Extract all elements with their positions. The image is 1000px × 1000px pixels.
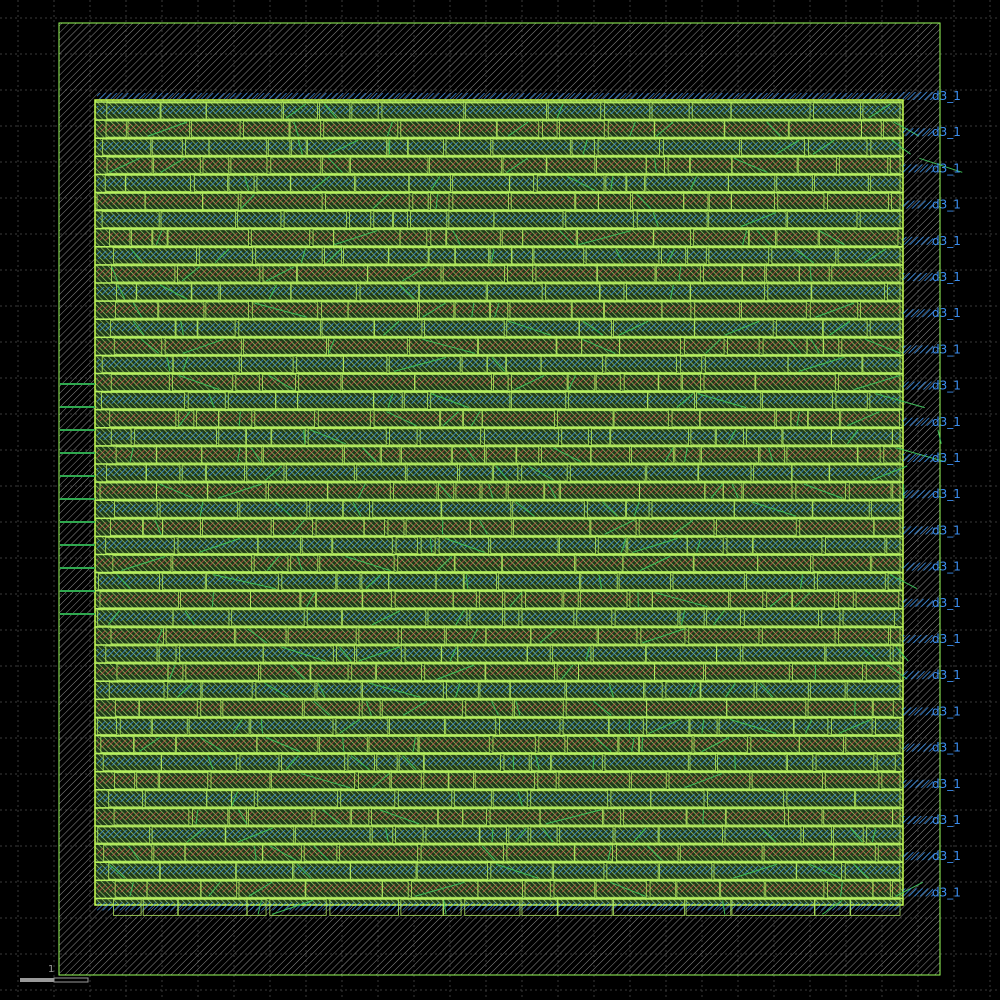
- power-pin: [903, 744, 933, 752]
- power-pin: [903, 201, 933, 209]
- power-pin-label: d3_1: [932, 415, 961, 429]
- power-pin: [903, 273, 933, 281]
- rail-red: [97, 124, 901, 132]
- power-pin-label: d3_1: [932, 777, 961, 791]
- rail-red: [97, 848, 901, 856]
- rail-red: [97, 667, 901, 675]
- power-pin-label: d3_1: [932, 161, 961, 175]
- power-pin-label: d3_1: [932, 741, 961, 755]
- power-pin: [903, 816, 933, 824]
- rail-blue: [97, 613, 901, 621]
- power-pin-label: d3_1: [932, 125, 961, 139]
- rail-blue: [97, 758, 901, 766]
- rail-red: [97, 160, 901, 168]
- power-pin-label: d3_1: [932, 487, 961, 501]
- rail-red: [97, 522, 901, 530]
- rail-red: [97, 197, 901, 205]
- power-pin: [903, 563, 933, 571]
- rail-blue: [97, 794, 901, 802]
- power-pin: [903, 635, 933, 643]
- power-pin: [903, 345, 933, 353]
- power-pin: [903, 92, 933, 100]
- net-segment: [735, 756, 736, 770]
- rail-red: [97, 305, 901, 313]
- rail-red: [97, 341, 901, 349]
- rail-blue: [97, 396, 901, 404]
- power-pin: [903, 671, 933, 679]
- rail-blue: [97, 540, 901, 548]
- rail-blue: [97, 866, 901, 874]
- rail-blue: [97, 902, 901, 910]
- rail-blue: [97, 432, 901, 440]
- power-pin: [903, 526, 933, 534]
- power-pin-label: d3_1: [932, 89, 961, 103]
- power-pin-label: d3_1: [932, 342, 961, 356]
- scale-bar-fill: [20, 978, 54, 982]
- power-pin: [903, 128, 933, 136]
- power-pin-label: d3_1: [932, 885, 961, 899]
- scale-bar-outline: [54, 978, 88, 982]
- top-power-strap: [97, 93, 903, 99]
- rail-red: [97, 559, 901, 567]
- power-pin-label: d3_1: [932, 668, 961, 682]
- rail-red: [97, 631, 901, 639]
- power-pin: [903, 382, 933, 390]
- power-pin: [903, 888, 933, 896]
- scale-bar-label: 1: [48, 964, 54, 975]
- rail-blue: [97, 287, 901, 295]
- rail-red: [97, 740, 901, 748]
- power-pin: [903, 418, 933, 426]
- power-pin-label: d3_1: [932, 234, 961, 248]
- rail-red: [97, 486, 901, 494]
- power-pin-label: d3_1: [932, 813, 961, 827]
- rail-blue: [97, 359, 901, 367]
- power-pin: [903, 309, 933, 317]
- power-pin: [903, 454, 933, 462]
- rail-blue: [97, 323, 901, 331]
- rail-blue: [97, 649, 901, 657]
- power-pin: [903, 852, 933, 860]
- rail-red: [97, 378, 901, 386]
- rail-red: [97, 703, 901, 711]
- rail-blue: [97, 215, 901, 223]
- rail-blue: [97, 830, 901, 838]
- power-pin-label: d3_1: [932, 270, 961, 284]
- rail-blue: [97, 685, 901, 693]
- power-pin-label: d3_1: [932, 451, 961, 465]
- rail-red: [97, 414, 901, 422]
- power-pin: [903, 707, 933, 715]
- power-pin-label: d3_1: [932, 560, 961, 574]
- power-pin: [903, 599, 933, 607]
- power-pin-label: d3_1: [932, 704, 961, 718]
- power-pin: [903, 780, 933, 788]
- net-segment: [642, 738, 643, 752]
- power-pin-label: d3_1: [932, 849, 961, 863]
- rail-blue: [97, 251, 901, 259]
- net-segment: [703, 810, 704, 824]
- rail-blue: [97, 178, 901, 186]
- power-pin-label: d3_1: [932, 632, 961, 646]
- rail-red: [97, 776, 901, 784]
- power-pin-label: d3_1: [932, 198, 961, 212]
- power-pin: [903, 237, 933, 245]
- power-pin-label: d3_1: [932, 379, 961, 393]
- net-segment: [855, 701, 856, 715]
- rail-red: [97, 450, 901, 458]
- rail-red: [97, 269, 901, 277]
- rail-blue: [97, 721, 901, 729]
- power-pin-label: d3_1: [932, 596, 961, 610]
- rail-red: [97, 233, 901, 241]
- power-pin-label: d3_1: [932, 523, 961, 537]
- power-pin: [903, 490, 933, 498]
- rail-blue: [97, 142, 901, 150]
- power-pin: [903, 164, 933, 172]
- rail-red: [97, 812, 901, 820]
- power-pin-label: d3_1: [932, 306, 961, 320]
- rail-blue: [97, 106, 901, 114]
